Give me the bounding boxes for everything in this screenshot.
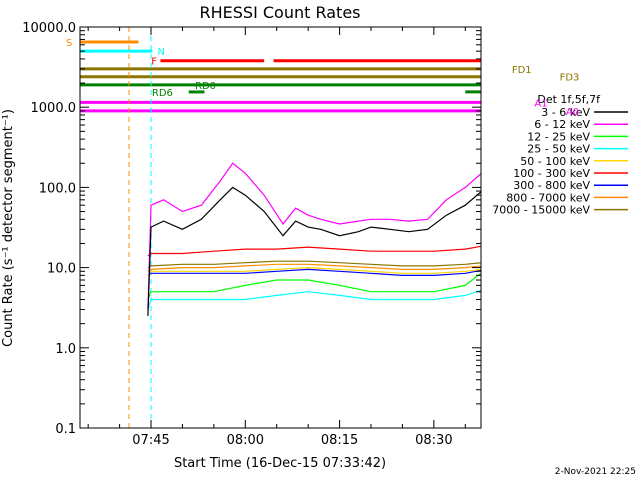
legend-title: Det 1f,5f,7f — [537, 93, 601, 106]
flag-label-a1: A1 — [534, 98, 547, 109]
series-line-800-7000-kev — [147, 263, 481, 272]
y-tick-label: 10000.0 — [22, 21, 76, 36]
legend-entry-label: 50 - 100 keV — [520, 155, 590, 168]
series-line-100-300-kev — [147, 245, 481, 257]
series-line-50-100-kev — [147, 266, 481, 276]
x-tick-label: 08:15 — [321, 433, 358, 448]
x-tick-label: 08:30 — [415, 433, 452, 448]
plot-frame — [79, 26, 482, 429]
series-lines — [147, 162, 481, 316]
y-tick-label: 10.0 — [47, 262, 76, 277]
series-line-300-800-kev — [147, 268, 481, 276]
y-tick-label: 100.0 — [39, 181, 76, 196]
x-axis-label: Start Time (16-Dec-15 07:33:42) — [174, 456, 386, 471]
flag-label-n: N — [158, 47, 165, 58]
legend-entry-label: 7000 - 15000 keV — [492, 204, 590, 217]
series-line-6-12-kev — [147, 162, 481, 310]
flag-bars — [80, 40, 481, 113]
x-axis-ticks: 07:45 08:00 08:15 08:30 — [87, 27, 466, 448]
legend-entry-label: 300 - 800 keV — [513, 179, 590, 192]
legend-entry-label: 6 - 12 keV — [534, 118, 590, 131]
series-line-12-25-kev — [147, 272, 481, 300]
flag-label-f: F — [151, 57, 157, 68]
flag-label-s: S — [66, 38, 72, 49]
legend-entry-label: 800 - 7000 keV — [506, 191, 590, 204]
y-tick-label: 0.1 — [55, 422, 76, 437]
flag-label-fd1: FD1 — [512, 65, 532, 76]
vertical-markers — [128, 27, 482, 428]
flag-label-rd0: RD0 — [195, 81, 216, 92]
legend-entry-label: 25 - 50 keV — [527, 143, 590, 156]
series-line-25-50-kev — [147, 289, 481, 310]
series-line-7000-15000-kev — [147, 260, 481, 269]
flag-label-fd3: FD3 — [560, 73, 580, 84]
legend-entry-label: 12 - 25 keV — [527, 130, 590, 143]
legend-entry-label: 3 - 6 keV — [541, 106, 590, 119]
y-axis-ticks: 0.1 1.0 10.0 100.0 1000.0 10000.0 — [22, 21, 481, 437]
footer-timestamp: 2-Nov-2021 22:25 — [555, 467, 636, 477]
legend-entry-label: 100 - 300 keV — [513, 167, 590, 180]
chart-title: RHESSI Count Rates — [200, 3, 361, 22]
x-tick-label: 07:45 — [132, 433, 169, 448]
y-tick-label: 1.0 — [55, 342, 76, 357]
x-tick-label: 08:00 — [227, 433, 264, 448]
flag-label-rd6: RD6 — [152, 88, 173, 99]
series-line-3-6-kev — [147, 186, 481, 316]
flag-label-a0: A0 — [566, 107, 579, 118]
y-tick-label: 1000.0 — [31, 101, 77, 116]
y-axis-label: Count Rate (s⁻¹ detector segment⁻¹) — [1, 109, 16, 347]
